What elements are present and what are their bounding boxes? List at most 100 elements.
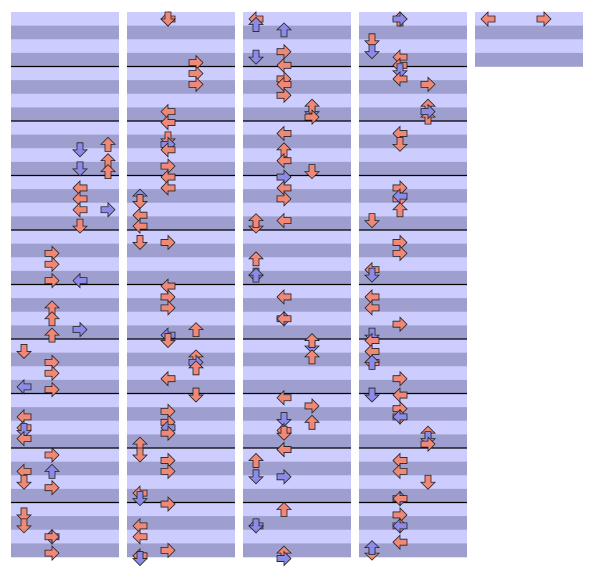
beat-stripe <box>475 12 583 26</box>
arrow-left-icon <box>276 389 292 406</box>
beat-stripe <box>243 161 351 176</box>
beat-stripe <box>243 366 351 381</box>
arrow-down-icon <box>72 218 88 234</box>
arrow-right-icon <box>392 245 408 262</box>
arrow-left-icon <box>276 288 292 305</box>
beat-stripe <box>243 393 351 408</box>
beat-stripe <box>127 311 235 326</box>
arrow-up-icon <box>304 332 320 348</box>
arrow-right-icon <box>276 87 292 104</box>
arrow-left-icon <box>16 378 32 395</box>
beat-stripe <box>359 352 467 367</box>
arrow-right-icon <box>392 11 408 27</box>
beat-stripe <box>359 148 467 163</box>
arrow-down-icon <box>304 164 320 180</box>
beat-stripe <box>11 339 119 353</box>
beat-stripe <box>359 434 467 449</box>
beat-stripe <box>359 134 467 149</box>
beat-stripe <box>11 189 119 204</box>
arrow-down-icon <box>364 33 380 49</box>
arrow-right-icon <box>160 463 176 480</box>
arrow-left-icon <box>16 430 32 447</box>
beat-stripe <box>243 148 351 163</box>
beat-stripe <box>359 475 467 490</box>
arrow-down-icon <box>132 491 148 507</box>
beat-stripe <box>11 134 119 149</box>
arrow-up-icon <box>276 22 292 38</box>
beat-stripe <box>359 284 467 299</box>
arrow-right-icon <box>44 272 60 289</box>
beat-stripe <box>11 366 119 381</box>
beat-stripe <box>127 393 235 408</box>
beat-stripe <box>127 298 235 313</box>
beat-stripe <box>127 107 235 122</box>
arrow-right-icon <box>160 542 176 559</box>
beat-stripe <box>127 52 235 67</box>
beat-stripe <box>11 25 119 40</box>
beat-stripe <box>475 52 583 67</box>
beat-stripe <box>243 434 351 449</box>
arrow-down-icon <box>420 474 436 490</box>
beat-stripe <box>243 25 351 40</box>
beat-stripe <box>11 461 119 476</box>
beat-stripe <box>243 80 351 95</box>
beat-stripe <box>359 121 467 135</box>
beat-stripe <box>11 243 119 258</box>
beat-stripe <box>127 93 235 108</box>
beat-stripe <box>127 66 235 81</box>
beat-stripe <box>359 230 467 244</box>
beat-stripe <box>127 461 235 476</box>
beat-stripe <box>11 93 119 108</box>
beat-stripe <box>127 434 235 449</box>
beat-stripe <box>11 393 119 408</box>
beat-stripe <box>243 407 351 422</box>
arrow-right-icon <box>276 190 292 207</box>
beat-stripe <box>359 339 467 353</box>
arrow-down-icon <box>248 49 264 65</box>
beat-stripe <box>359 52 467 67</box>
arrow-right-icon <box>44 381 60 398</box>
arrow-left-icon <box>276 125 292 142</box>
beat-stripe <box>11 407 119 422</box>
chart-column-4 <box>359 11 467 561</box>
beat-stripe <box>127 502 235 517</box>
beat-stripe <box>243 311 351 326</box>
arrow-left-icon <box>392 490 408 507</box>
arrow-down-icon <box>132 447 148 463</box>
beat-stripe <box>11 66 119 81</box>
beat-stripe <box>243 475 351 490</box>
beat-stripe <box>243 298 351 313</box>
beat-stripe <box>127 475 235 490</box>
beat-stripe <box>243 516 351 531</box>
beat-stripe <box>11 175 119 190</box>
arrow-right-icon <box>420 436 436 453</box>
arrow-up-icon <box>392 202 408 218</box>
beat-stripe <box>359 461 467 476</box>
beat-stripe <box>243 121 351 135</box>
beat-stripe <box>359 107 467 122</box>
beat-stripe <box>243 284 351 299</box>
beat-stripe <box>359 311 467 326</box>
beat-stripe <box>243 325 351 340</box>
arrow-right-icon <box>44 365 60 382</box>
arrow-down-icon <box>248 518 264 534</box>
beat-stripe <box>127 39 235 54</box>
beat-stripe <box>243 420 351 435</box>
beat-stripe <box>127 257 235 272</box>
beat-stripe <box>11 488 119 503</box>
beat-stripe <box>359 243 467 258</box>
beat-stripe <box>11 311 119 326</box>
arrow-left-icon <box>392 517 408 534</box>
beat-stripe <box>243 12 351 26</box>
beat-stripe <box>359 93 467 108</box>
beat-stripe <box>127 25 235 40</box>
arrow-left-icon <box>160 179 176 196</box>
beat-stripe <box>359 175 467 190</box>
arrow-up-icon <box>304 414 320 430</box>
arrow-down-icon <box>276 425 292 441</box>
beat-stripe <box>243 543 351 558</box>
beat-stripe <box>127 529 235 544</box>
arrow-right-icon <box>536 11 552 27</box>
arrow-right-icon <box>44 256 60 273</box>
arrow-up-icon <box>44 327 60 343</box>
